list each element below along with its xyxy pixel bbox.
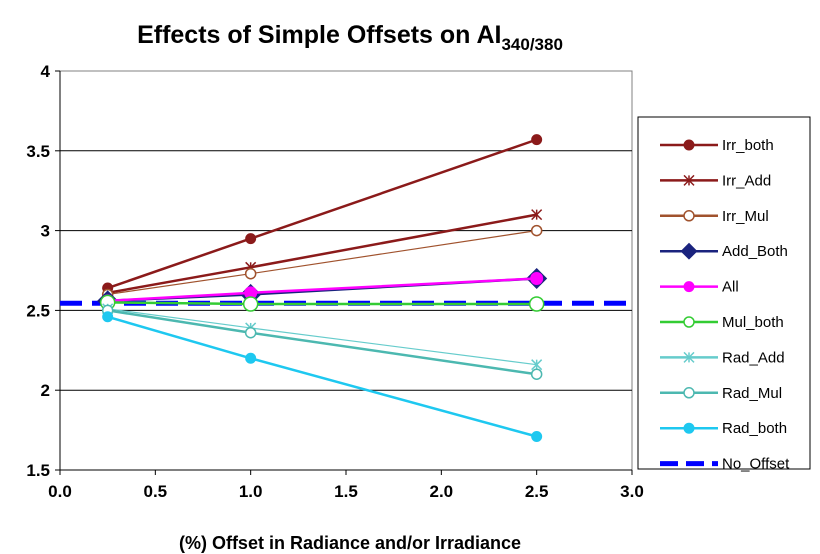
legend-label: Rad_Add bbox=[722, 349, 785, 366]
legend-label: Irr_both bbox=[722, 137, 774, 154]
legend-label: Rad_both bbox=[722, 420, 787, 437]
data-point bbox=[531, 209, 543, 221]
data-point bbox=[245, 233, 257, 245]
legend-entry-irr-both: Irr_both bbox=[660, 137, 774, 154]
y-tick-label: 2.5 bbox=[26, 301, 50, 320]
chart-title-subscript: 340/380 bbox=[501, 35, 562, 54]
data-point bbox=[531, 430, 543, 442]
data-point bbox=[680, 242, 698, 260]
legend-box bbox=[637, 116, 811, 470]
legend-entry-all: All bbox=[660, 279, 739, 296]
data-point bbox=[683, 316, 695, 328]
legend-label: All bbox=[722, 279, 739, 296]
legend-entry-rad-mul: Rad_Mul bbox=[660, 385, 782, 402]
series-rad-both bbox=[102, 311, 543, 442]
series-rad-add bbox=[102, 303, 543, 371]
series-irr-add bbox=[102, 209, 543, 299]
data-point bbox=[683, 139, 695, 151]
legend-label: Irr_Mul bbox=[722, 208, 769, 225]
data-point bbox=[242, 296, 259, 312]
legend-entry-no-offset: No_Offset bbox=[660, 456, 790, 473]
legend-label: Add_Both bbox=[722, 243, 788, 260]
legend-entry-irr-mul: Irr_Mul bbox=[660, 208, 769, 225]
data-point bbox=[683, 281, 695, 293]
y-tick-label: 4 bbox=[41, 62, 51, 81]
data-point bbox=[245, 352, 257, 364]
y-tick-label: 2 bbox=[41, 381, 50, 400]
plot-area: 1.5 2 2.5 3 3.5 4 0.0 0.5 1.0 1.5 2.0 2.5 3.0 bbox=[26, 62, 643, 501]
x-tick-label: 2.5 bbox=[525, 482, 549, 501]
legend-label: Mul_both bbox=[722, 314, 784, 331]
series-irr-mul bbox=[101, 224, 543, 301]
series-mul-both bbox=[99, 294, 545, 312]
y-tick-label: 3.5 bbox=[26, 142, 50, 161]
chart-title-main: Effects of Simple Offsets on AI bbox=[137, 21, 501, 49]
x-tick-label: 0.0 bbox=[48, 482, 72, 501]
x-axis-label: (%) Offset in Radiance and/or Irradiance bbox=[179, 533, 521, 553]
x-tick-label: 1.5 bbox=[334, 482, 358, 501]
data-point bbox=[102, 311, 114, 323]
legend-entry-rad-both: Rad_both bbox=[660, 420, 787, 437]
data-point bbox=[244, 267, 257, 280]
series-line bbox=[107, 315, 537, 438]
legend-label: Rad_Mul bbox=[722, 385, 782, 402]
chart-title: Effects of Simple Offsets on AI340/380 bbox=[137, 21, 563, 54]
y-tick-label: 3 bbox=[41, 222, 50, 241]
legend-entry-add-both: Add_Both bbox=[660, 242, 788, 260]
legend-label: No_Offset bbox=[722, 456, 790, 473]
data-point bbox=[530, 224, 543, 237]
legend-entry-rad-add: Rad_Add bbox=[660, 349, 785, 366]
data-point bbox=[530, 368, 543, 380]
x-tick-label: 0.5 bbox=[144, 482, 168, 501]
data-point bbox=[683, 387, 695, 399]
data-point bbox=[531, 134, 543, 146]
x-tick-label: 2.0 bbox=[430, 482, 454, 501]
data-point bbox=[528, 296, 545, 312]
series-rad-mul bbox=[101, 304, 543, 380]
data-point bbox=[244, 326, 257, 339]
legend-entry-mul-both: Mul_both bbox=[660, 314, 784, 331]
data-point bbox=[683, 210, 695, 222]
x-tick-label: 3.0 bbox=[620, 482, 644, 501]
data-point bbox=[683, 422, 695, 434]
x-tick-label: 1.0 bbox=[239, 482, 263, 501]
y-tick-label: 1.5 bbox=[26, 461, 50, 480]
legend: Irr_both Irr_Add Irr_Mul Add_Both All Mul_bot… bbox=[637, 116, 811, 473]
plot-border bbox=[59, 70, 633, 471]
series-line bbox=[107, 309, 537, 376]
data-point bbox=[683, 351, 695, 363]
series-irr-both bbox=[102, 134, 543, 294]
legend-entry-irr-add: Irr_Add bbox=[660, 172, 771, 189]
legend-label: Irr_Add bbox=[722, 172, 771, 189]
data-point bbox=[683, 174, 695, 186]
series-line bbox=[107, 230, 537, 296]
data-point bbox=[531, 359, 543, 371]
series-line bbox=[107, 138, 538, 290]
data-point bbox=[530, 271, 544, 285]
